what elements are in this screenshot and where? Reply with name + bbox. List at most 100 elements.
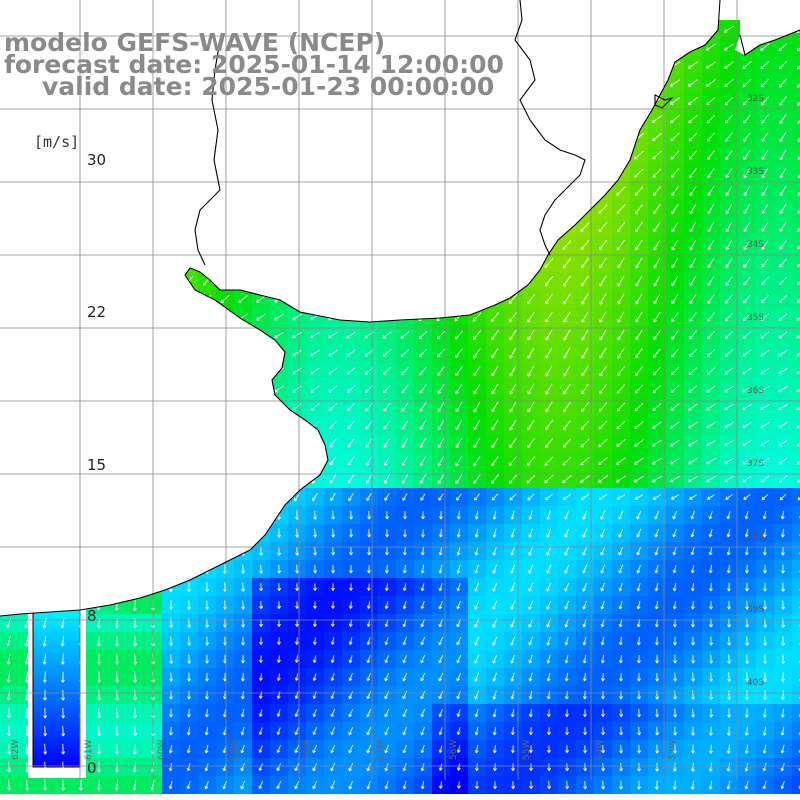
- wind-arrow: [365, 420, 373, 430]
- wind-arrow: [760, 367, 770, 375]
- wind-arrow: [204, 528, 209, 538]
- wind-arrow: [93, 25, 105, 33]
- wind-arrow: [382, 331, 392, 339]
- wind-arrow: [5, 366, 13, 377]
- wind-arrow: [672, 528, 677, 538]
- wind-arrow: [418, 150, 428, 160]
- wind-arrow: [348, 619, 353, 627]
- wind-arrow: [615, 150, 627, 160]
- wind-arrow: [259, 583, 264, 592]
- wind-arrow: [744, 510, 749, 520]
- wind-arrow: [781, 636, 786, 646]
- wind-arrow: [96, 635, 101, 647]
- wind-arrow: [652, 439, 662, 447]
- wind-arrow: [779, 222, 787, 232]
- wind-arrow: [528, 600, 534, 610]
- wind-arrow: [653, 221, 661, 233]
- wind-arrow: [311, 114, 319, 125]
- wind-arrow: [311, 132, 319, 143]
- wind-arrow: [133, 671, 138, 683]
- wind-arrow: [691, 672, 696, 682]
- wind-arrow: [165, 42, 177, 52]
- wind-arrow: [75, 97, 87, 105]
- wind-arrow: [346, 385, 356, 393]
- wind-arrow: [687, 43, 699, 51]
- wind-arrow: [507, 60, 518, 70]
- wind-arrow: [673, 636, 677, 646]
- wind-arrow: [277, 528, 282, 538]
- wind-arrow: [133, 635, 138, 647]
- wind-arrow: [725, 150, 733, 160]
- wind-arrow: [60, 582, 65, 593]
- wind-arrow: [3, 79, 15, 87]
- wind-arrow: [111, 96, 123, 106]
- wind-arrow: [778, 78, 788, 88]
- wind-arrow: [543, 115, 555, 123]
- wind-arrow: [221, 131, 229, 143]
- wind-arrow: [563, 293, 571, 305]
- wind-arrow: [221, 221, 229, 233]
- wind-arrow: [672, 600, 677, 610]
- wind-arrow: [6, 582, 12, 592]
- wind-arrow: [366, 583, 371, 591]
- wind-cell: [792, 578, 800, 596]
- wind-arrow: [219, 403, 230, 411]
- wind-arrow: [491, 347, 499, 359]
- wind-arrow: [438, 493, 444, 501]
- wind-arrow: [220, 457, 230, 465]
- wind-arrow: [238, 474, 248, 484]
- wind-arrow: [292, 403, 302, 411]
- wind-arrow: [618, 600, 623, 610]
- wind-arrow: [636, 564, 641, 574]
- wind-arrow: [60, 510, 66, 520]
- wind-arrow: [435, 151, 446, 159]
- wind-cell: [792, 38, 800, 56]
- wind-arrow: [779, 132, 787, 143]
- wind-arrow: [186, 528, 191, 538]
- wind-arrow: [221, 167, 229, 179]
- wind-arrow: [165, 25, 177, 33]
- wind-arrow: [275, 492, 283, 502]
- wind-arrow: [490, 276, 500, 286]
- wind-arrow: [597, 61, 609, 69]
- wind-arrow: [437, 420, 445, 431]
- wind-arrow: [509, 401, 517, 413]
- wind-arrow: [742, 96, 752, 106]
- wind-cell: [792, 56, 800, 74]
- wind-arrow: [184, 294, 194, 304]
- wind-arrow: [59, 239, 67, 251]
- wind-arrow: [313, 510, 318, 520]
- wind-arrow: [507, 169, 519, 177]
- wind-arrow: [330, 601, 335, 609]
- wind-arrow: [418, 132, 428, 142]
- wind-arrow: [42, 653, 47, 665]
- wind-arrow: [59, 329, 67, 341]
- wind-arrow: [400, 114, 410, 124]
- wind-arrow: [60, 546, 66, 556]
- wind-arrow: [706, 79, 716, 87]
- wind-arrow: [435, 169, 447, 177]
- wind-arrow: [187, 600, 192, 610]
- wind-arrow: [546, 600, 552, 610]
- wind-arrow: [562, 275, 571, 287]
- wind-arrow: [597, 97, 609, 105]
- wind-arrow: [672, 582, 677, 592]
- wind-arrow: [219, 367, 231, 375]
- wind-arrow: [115, 635, 119, 647]
- wind-arrow: [41, 257, 49, 269]
- wind-arrow: [202, 78, 212, 88]
- wind-arrow: [525, 205, 537, 214]
- wind-arrow: [489, 96, 501, 106]
- colorbar-unit: [m/s]: [34, 133, 80, 151]
- wind-arrow: [634, 204, 644, 215]
- wind-arrow: [382, 168, 392, 178]
- wind-arrow: [617, 257, 625, 269]
- wind-arrow: [562, 222, 572, 232]
- wind-arrow: [21, 79, 33, 87]
- wind-arrow: [709, 672, 714, 682]
- lon-label: 61W: [84, 740, 94, 760]
- wind-arrow: [509, 437, 517, 449]
- wind-arrow: [185, 167, 193, 179]
- wind-arrow: [57, 132, 69, 142]
- wind-arrow: [58, 168, 68, 178]
